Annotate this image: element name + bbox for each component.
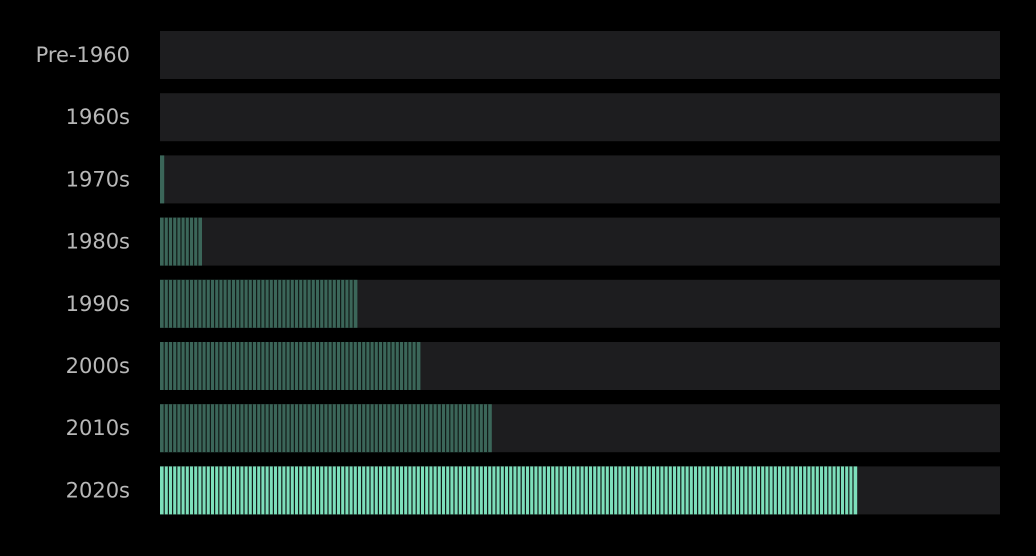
category-label: Pre-1960 bbox=[36, 43, 130, 67]
bar-segments bbox=[163, 217, 199, 266]
bar-track bbox=[160, 155, 1000, 204]
category-label: 2000s bbox=[66, 354, 130, 378]
category-label: 2020s bbox=[66, 478, 130, 502]
bar bbox=[160, 404, 492, 453]
bar-segments bbox=[163, 466, 854, 515]
bar-track bbox=[160, 93, 1000, 142]
bar-row: 1960s bbox=[66, 93, 1000, 142]
chart-rows: Pre-1960 1960s 1970s 1980s 1990s 2000s 2010s 20… bbox=[36, 31, 1000, 515]
bar-segments bbox=[163, 342, 417, 390]
category-label: 2010s bbox=[66, 416, 130, 440]
bar-row: Pre-1960 bbox=[36, 31, 1000, 79]
bar-row: 1980s bbox=[66, 217, 1000, 266]
bar-segments bbox=[163, 279, 354, 328]
bar bbox=[160, 279, 358, 328]
category-label: 1970s bbox=[66, 167, 130, 191]
bar-track bbox=[160, 31, 1000, 79]
bar-row: 2020s bbox=[66, 466, 1000, 515]
category-label: 1960s bbox=[66, 105, 130, 129]
bar bbox=[160, 155, 165, 204]
category-label: 1990s bbox=[66, 292, 130, 316]
bar-segments bbox=[163, 404, 489, 453]
bar-row: 1970s bbox=[66, 155, 1000, 204]
bar-track bbox=[160, 217, 1000, 266]
bar-row: 1990s bbox=[66, 279, 1000, 328]
bar-row: 2000s bbox=[66, 342, 1000, 390]
category-label: 1980s bbox=[66, 230, 130, 254]
bar-row: 2010s bbox=[66, 404, 1000, 453]
